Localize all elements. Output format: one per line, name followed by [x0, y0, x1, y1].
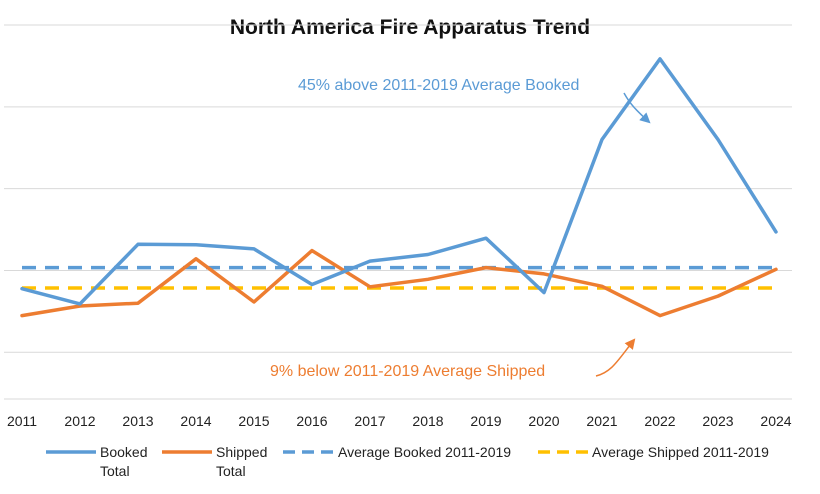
x-tick-label-2020: 2020: [528, 413, 559, 429]
x-tick-label-2011: 2011: [7, 413, 37, 429]
legend-label-average-booked: Average Booked 2011-2019: [338, 444, 511, 460]
x-axis-tick-labels: 2011 2012 2013 2014 2015 2016 2017 2018 2019 2020…: [7, 413, 792, 429]
x-tick-label-2016: 2016: [296, 413, 327, 429]
x-tick-label-2021: 2021: [586, 413, 617, 429]
x-tick-label-2019: 2019: [470, 413, 501, 429]
legend-label-booked-line1: Booked: [100, 444, 147, 460]
series-lines: [20, 57, 778, 318]
x-tick-label-2022: 2022: [644, 413, 675, 429]
x-tick-label-2013: 2013: [122, 413, 153, 429]
legend-label-average-shipped: Average Shipped 2011-2019: [592, 444, 769, 460]
annotation-below-shipped: 9% below 2011-2019 Average Shipped: [270, 363, 545, 380]
series-line-shipped-total: [20, 248, 778, 318]
x-tick-label-2018: 2018: [412, 413, 443, 429]
x-tick-label-2017: 2017: [354, 413, 385, 429]
series-line-booked-total: [20, 57, 778, 306]
x-tick-label-2024: 2024: [760, 413, 791, 429]
annotation-arrow-booked: [623, 92, 651, 124]
x-tick-label-2012: 2012: [64, 413, 95, 429]
x-tick-label-2014: 2014: [180, 413, 211, 429]
x-tick-label-2023: 2023: [702, 413, 733, 429]
legend: Booked Total Shipped Total Average Booke…: [46, 444, 769, 479]
chart-title: North America Fire Apparatus Trend: [230, 16, 590, 39]
legend-label-booked-line2: Total: [100, 463, 130, 479]
legend-label-shipped-line1: Shipped: [216, 444, 267, 460]
legend-label-shipped-line2: Total: [216, 463, 246, 479]
annotation-above-booked: 45% above 2011-2019 Average Booked: [298, 77, 579, 94]
gridlines: [4, 24, 792, 400]
x-tick-label-2015: 2015: [238, 413, 269, 429]
annotation-arrow-shipped: [595, 338, 636, 377]
